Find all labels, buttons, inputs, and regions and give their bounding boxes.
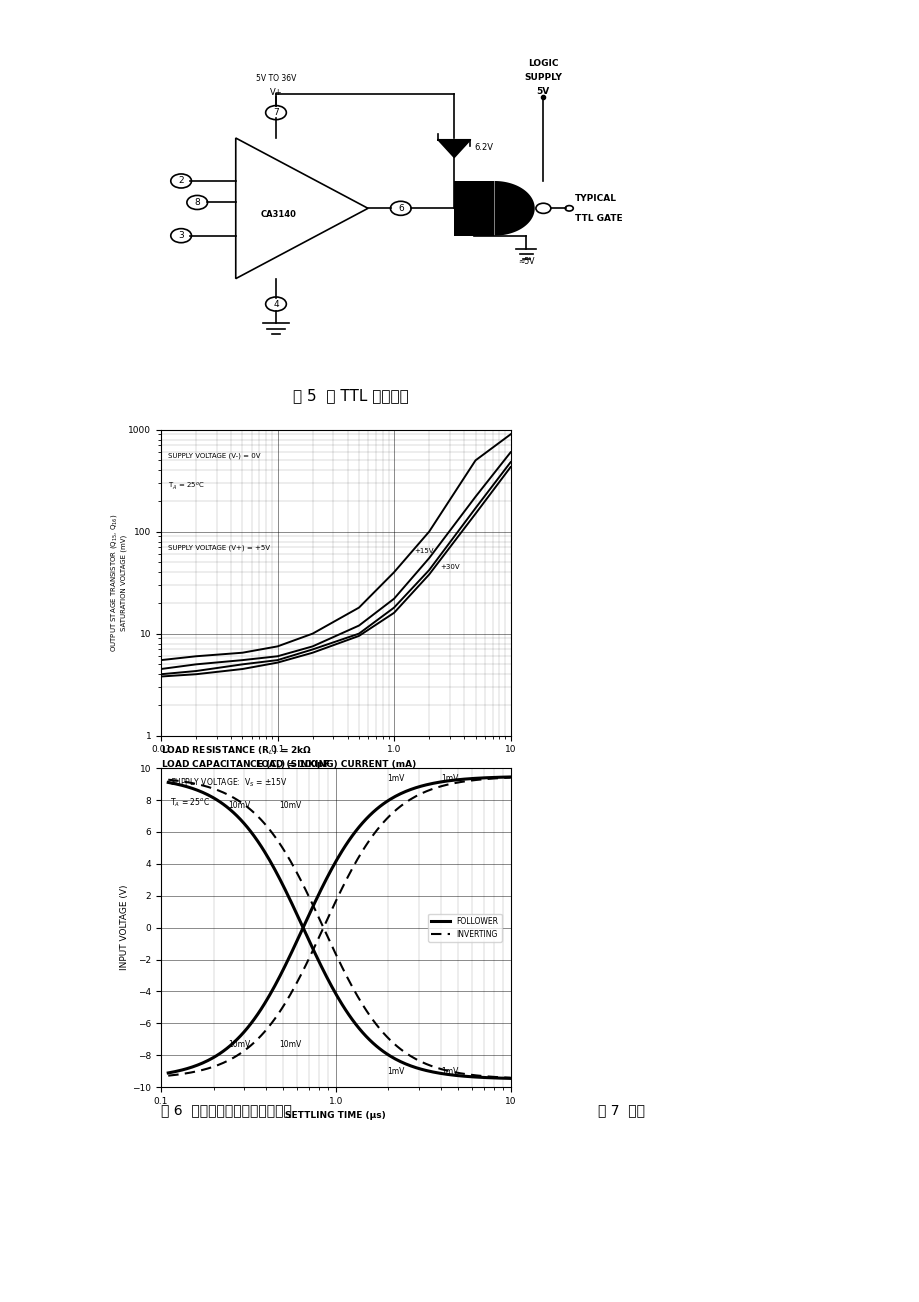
Text: TYPICAL: TYPICAL bbox=[574, 194, 617, 203]
Text: 3: 3 bbox=[178, 232, 184, 240]
Text: 7: 7 bbox=[273, 108, 278, 117]
Text: 8: 8 bbox=[194, 198, 200, 207]
Text: LOGIC: LOGIC bbox=[528, 60, 558, 69]
Text: T$_A$ = 25$^o$C: T$_A$ = 25$^o$C bbox=[169, 797, 210, 810]
Text: LOAD RESISTANCE (R$_L$) = 2kΩ: LOAD RESISTANCE (R$_L$) = 2kΩ bbox=[161, 745, 312, 758]
Y-axis label: INPUT VOLTAGE (V): INPUT VOLTAGE (V) bbox=[120, 885, 130, 970]
Text: 10mV: 10mV bbox=[228, 1040, 250, 1049]
Text: SUPPLY: SUPPLY bbox=[524, 73, 562, 82]
Legend: FOLLOWER, INVERTING: FOLLOWER, INVERTING bbox=[427, 914, 501, 941]
Text: ≈5V: ≈5V bbox=[517, 258, 534, 266]
Text: V+: V+ bbox=[269, 89, 282, 98]
Text: 图 7  波形: 图 7 波形 bbox=[597, 1103, 644, 1117]
X-axis label: SETTLING TIME (μs): SETTLING TIME (μs) bbox=[285, 1112, 386, 1121]
Text: 4: 4 bbox=[273, 299, 278, 309]
Text: 6.2V: 6.2V bbox=[474, 143, 493, 152]
Text: 10mV: 10mV bbox=[279, 1040, 301, 1049]
Text: SUPPLY VOLTAGE (V-) = 0V: SUPPLY VOLTAGE (V-) = 0V bbox=[168, 453, 260, 460]
Text: 6: 6 bbox=[397, 204, 403, 212]
Text: SUPPLY VOLTAGE (V+) = +5V: SUPPLY VOLTAGE (V+) = +5V bbox=[168, 544, 270, 551]
Text: 1mV: 1mV bbox=[387, 1068, 404, 1077]
X-axis label: LOAD (SINKING) CURRENT (mA): LOAD (SINKING) CURRENT (mA) bbox=[255, 760, 415, 769]
Text: 5V TO 36V: 5V TO 36V bbox=[255, 74, 296, 83]
Text: +30V: +30V bbox=[440, 564, 460, 570]
Text: 10mV: 10mV bbox=[228, 801, 250, 810]
Text: 10mV: 10mV bbox=[279, 801, 301, 810]
Text: 5V: 5V bbox=[536, 87, 550, 96]
Text: 图 5  与 TTL 电路连接: 图 5 与 TTL 电路连接 bbox=[292, 388, 408, 404]
Y-axis label: OUTPUT STAGE TRANSISTOR (Q$_{15}$, Q$_{16}$)
SATURATION VOLTAGE (mV): OUTPUT STAGE TRANSISTOR (Q$_{15}$, Q$_{1… bbox=[109, 513, 127, 652]
Text: CA3140: CA3140 bbox=[261, 210, 297, 219]
Text: SUPPLY VOLTAGE:  V$_S$ = ±15V: SUPPLY VOLTAGE: V$_S$ = ±15V bbox=[169, 776, 287, 789]
Polygon shape bbox=[494, 181, 534, 236]
Text: 图 6  电压输出晶体管与负载电流: 图 6 电压输出晶体管与负载电流 bbox=[161, 1103, 291, 1117]
Polygon shape bbox=[454, 181, 494, 236]
Text: +15V: +15V bbox=[414, 548, 434, 553]
Text: LOAD CAPACITANCE (C$_L$) = 100pF: LOAD CAPACITANCE (C$_L$) = 100pF bbox=[161, 758, 330, 771]
Text: T$_A$ = 25$^o$C: T$_A$ = 25$^o$C bbox=[168, 480, 205, 492]
Polygon shape bbox=[437, 139, 470, 158]
Text: 2: 2 bbox=[178, 177, 184, 185]
Text: 1mV: 1mV bbox=[441, 773, 459, 783]
Text: TTL GATE: TTL GATE bbox=[574, 214, 622, 223]
Text: 1mV: 1mV bbox=[441, 1068, 459, 1077]
Text: 1mV: 1mV bbox=[387, 773, 404, 783]
